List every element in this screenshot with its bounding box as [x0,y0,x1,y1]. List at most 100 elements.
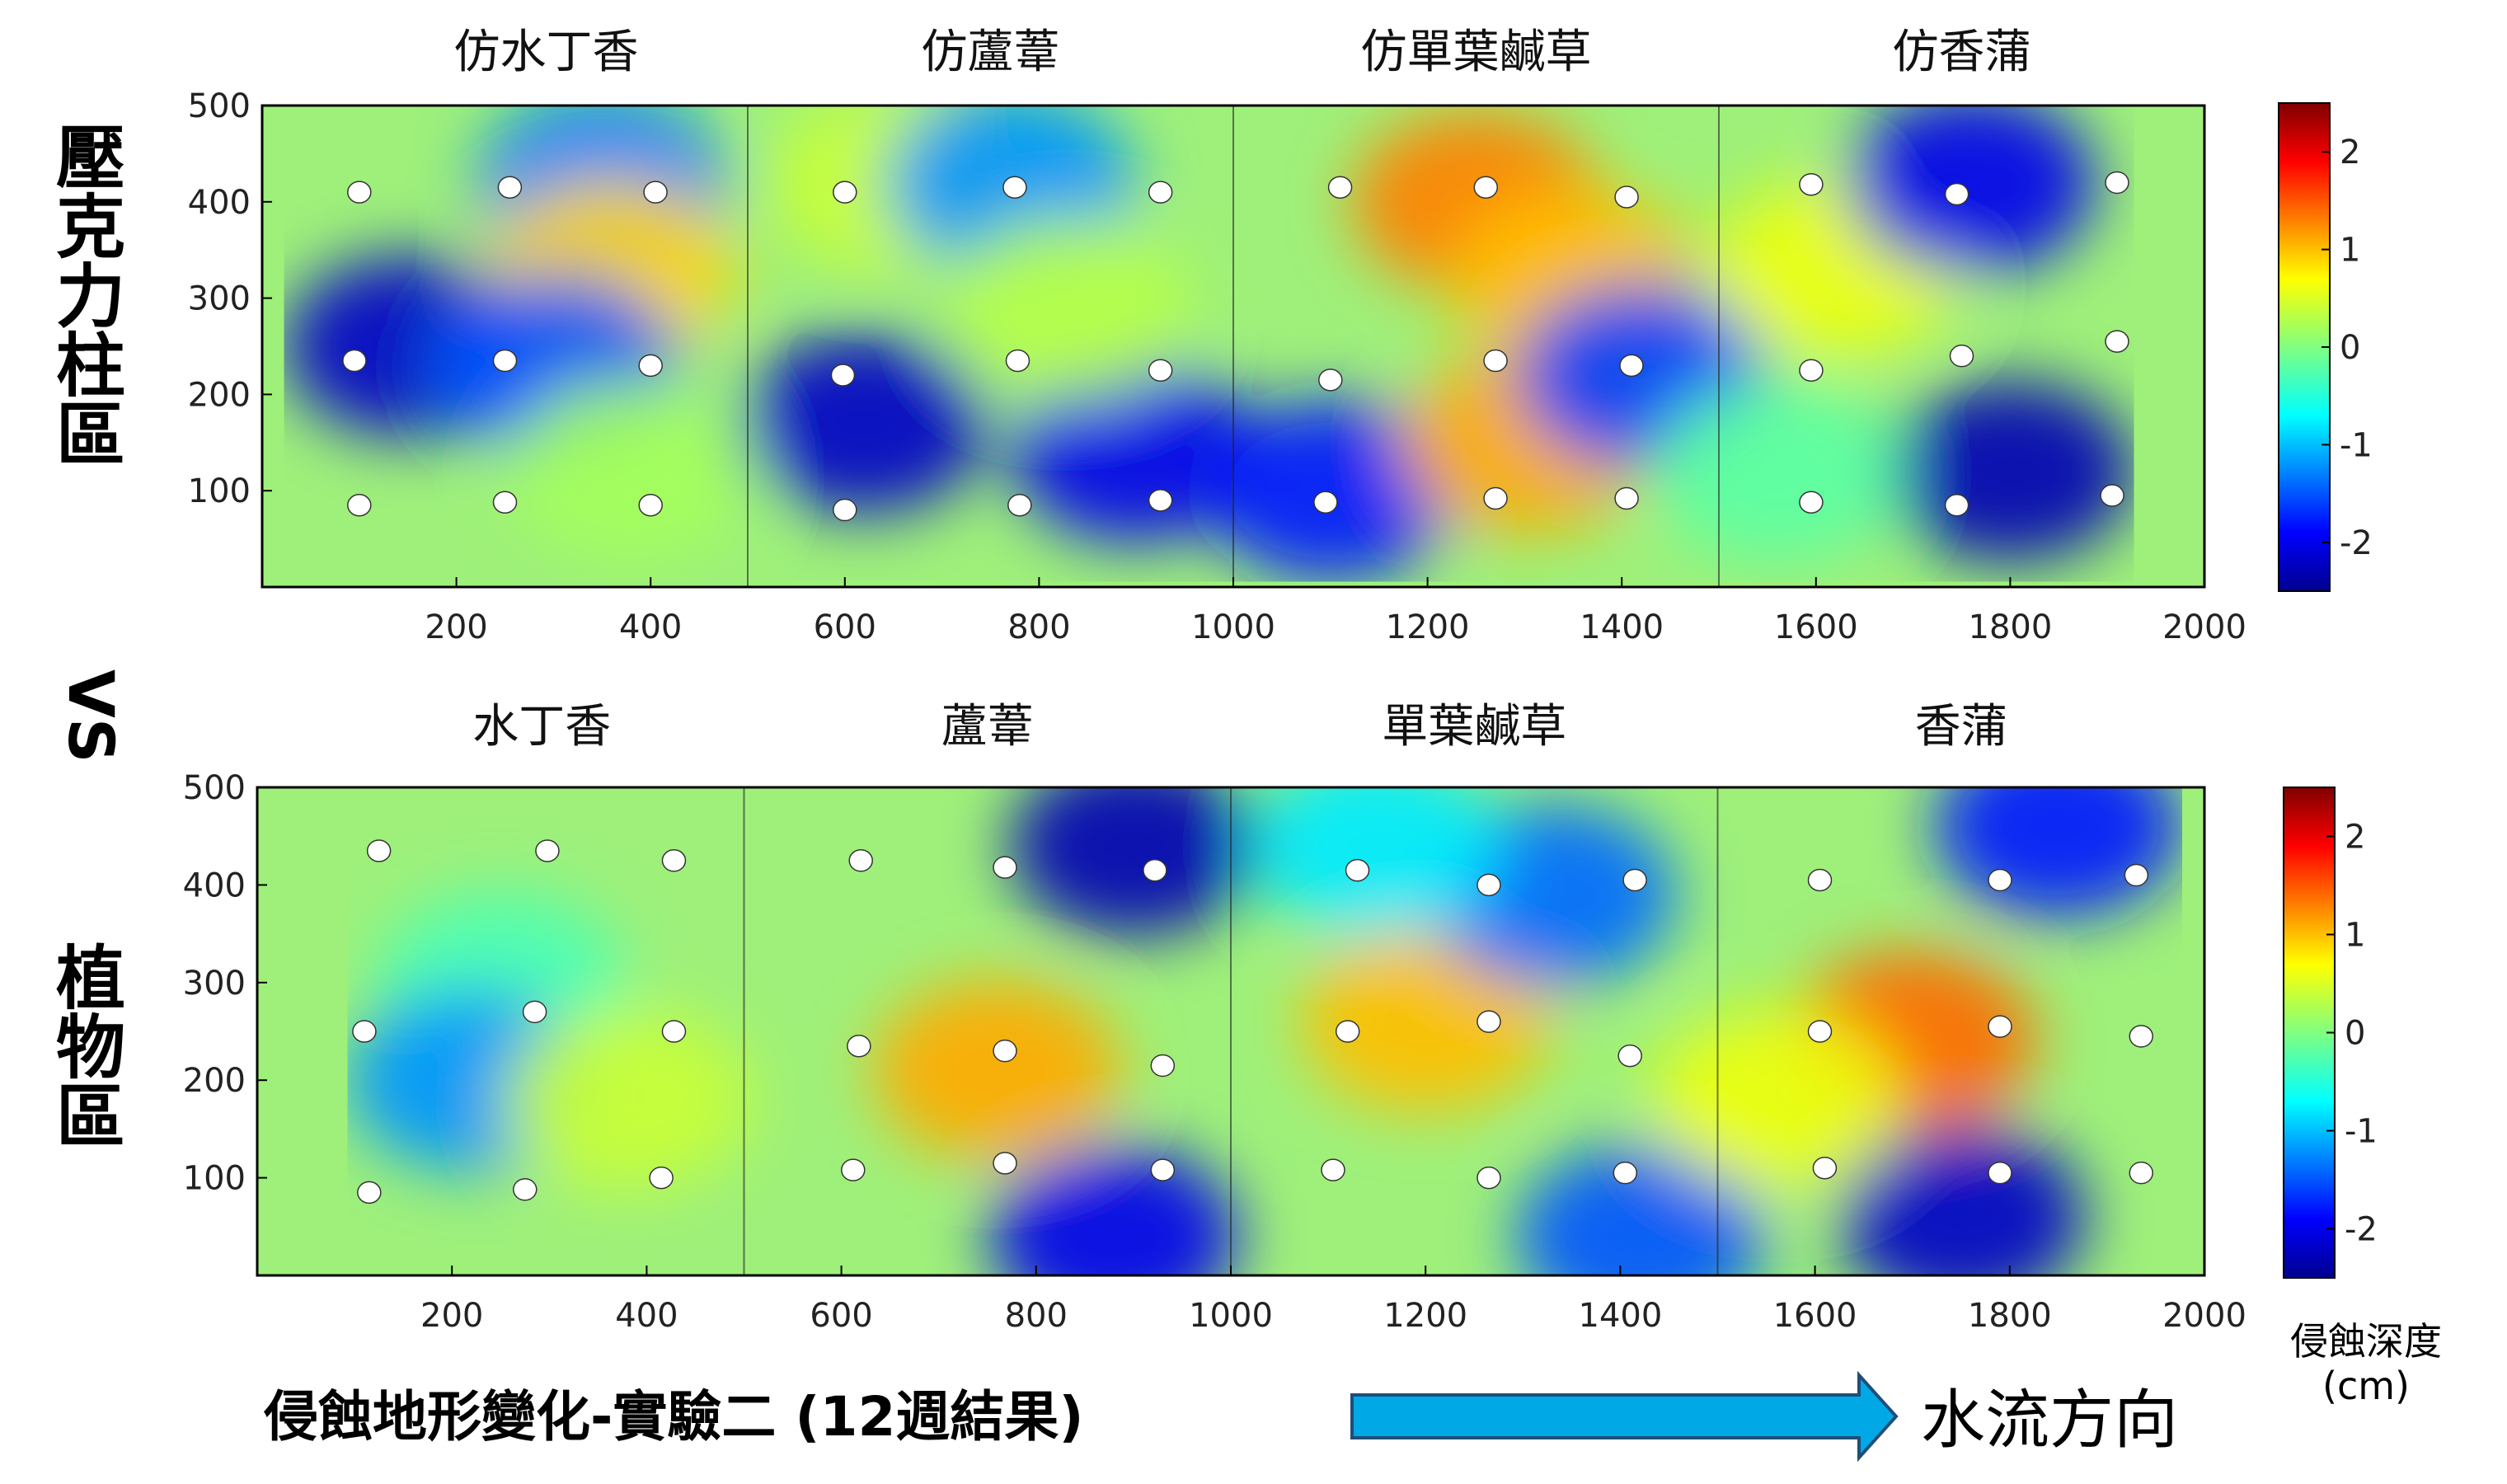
x-tick-label: 2000 [2162,608,2246,646]
plant-marker [492,349,518,373]
section-title: 水丁香 [472,700,611,754]
plant-marker [1944,182,1969,206]
plant-marker [1148,489,1173,512]
plant-marker [649,1166,674,1190]
plant-marker [833,181,857,204]
x-tick-label: 400 [619,608,682,646]
plant-marker [1799,491,1824,514]
plant-marker [1622,868,1647,892]
erosion-region [1302,931,1550,1113]
y-tick-label: 400 [188,184,251,222]
section-title: 仿蘆葦 [922,26,1060,79]
flow-direction-label: 水流方向 [1921,1383,2179,1458]
x-tick-label: 1600 [1773,1297,1857,1335]
plant-marker [357,1181,382,1205]
colorbar-tick-label: 1 [2340,232,2360,270]
erosion-region [1652,1008,1900,1190]
erosion-region [1012,361,1261,543]
erosion-region [873,979,1121,1162]
plant-marker [1614,186,1639,209]
plant-marker [497,176,523,200]
plant-marker [1614,486,1639,510]
erosion-region [1837,1125,2085,1275]
plant-marker [352,1020,377,1043]
top-colorbar-gradient [2278,102,2331,592]
x-tick-label: 1000 [1191,608,1275,646]
plant-marker [1148,181,1173,204]
colorbar-unit-line1: 侵蝕深度 [2290,1319,2442,1364]
plant-marker [366,839,392,862]
y-tick-label: 500 [183,769,246,807]
plant-marker [993,1039,1017,1063]
plant-marker [347,181,372,204]
plant-marker [1812,1157,1838,1180]
colorbar-tick-label: -1 [2345,1113,2378,1151]
plant-marker [1335,1020,1360,1043]
section-title: 蘆葦 [941,700,1034,754]
x-tick-label: 1800 [1968,1297,2052,1335]
x-tick-label: 1000 [1189,1297,1273,1335]
erosion-region [507,380,755,562]
plant-marker [1988,1015,2012,1038]
top-panel: 200 400 600 800 1000 1200 1400 1600 1800 2000 100… [188,26,2246,646]
erosion-region [1253,787,1501,937]
plant-marker [2129,1161,2153,1185]
y-tick-label: 300 [188,280,251,318]
erosion-region [1886,380,2134,562]
plant-marker [638,354,663,378]
plant-marker [1345,858,1370,882]
plant-marker [1007,493,1032,517]
plant-marker [1150,1158,1176,1181]
plant-marker [342,349,367,373]
side-char: 物 [55,1007,125,1088]
erosion-region [503,1008,751,1190]
side-char: 力 [55,256,125,337]
plant-marker [1807,868,1833,892]
flow-direction-arrow [1350,1370,1899,1463]
plant-marker [1477,1166,1501,1190]
erosion-region [1653,380,1901,562]
plant-marker [993,856,1017,879]
plant-marker [1148,359,1173,382]
erosion-region [740,332,988,514]
plant-marker [661,849,687,872]
y-tick-label: 100 [188,472,251,510]
label-plant-zone: 植 物 區 [49,944,132,1152]
erosion-region [1934,787,2182,918]
bottom-panel-field [257,787,2204,1275]
plant-marker [2129,1025,2153,1048]
plant-marker [1483,349,1508,373]
side-char: 區 [55,395,125,476]
colorbar-tick-label: -1 [2340,426,2373,464]
plant-marker [638,493,663,517]
x-tick-label: 200 [425,608,487,646]
plant-marker [2100,484,2124,507]
colorbar-tick-label: 0 [2345,1015,2365,1053]
erosion-region [944,217,1192,399]
colorbar-unit-label: 侵蝕深度 (cm) [2259,1319,2473,1408]
plant-marker [1949,344,1974,368]
y-tick-label: 100 [183,1160,246,1198]
x-tick-label: 600 [814,608,876,646]
x-tick-label: 1600 [1774,608,1858,646]
plant-marker [2105,330,2129,353]
x-tick-label: 800 [1005,1297,1068,1335]
plant-marker [1944,493,1969,517]
x-tick-label: 400 [615,1297,678,1335]
top-panel-field [262,106,2204,587]
plant-marker [847,1035,871,1058]
y-tick-label: 200 [183,1062,246,1100]
plant-marker [1613,1161,1638,1185]
bottom-colorbar: 2 1 0 -1 -2 [2283,787,2378,1279]
plant-marker [2105,171,2129,195]
plant-marker [1143,858,1167,882]
plant-marker [1321,1158,1345,1181]
plant-marker [661,1020,687,1043]
plant-marker [1807,1020,1833,1043]
flow-arrow-shape [1350,1370,1899,1463]
plant-marker [1150,1054,1176,1078]
bottom-panel: 200 400 600 800 1000 1200 1400 1600 1800 2000 100… [183,700,2246,1335]
x-tick-label: 200 [420,1297,483,1335]
plant-marker [993,1152,1017,1175]
